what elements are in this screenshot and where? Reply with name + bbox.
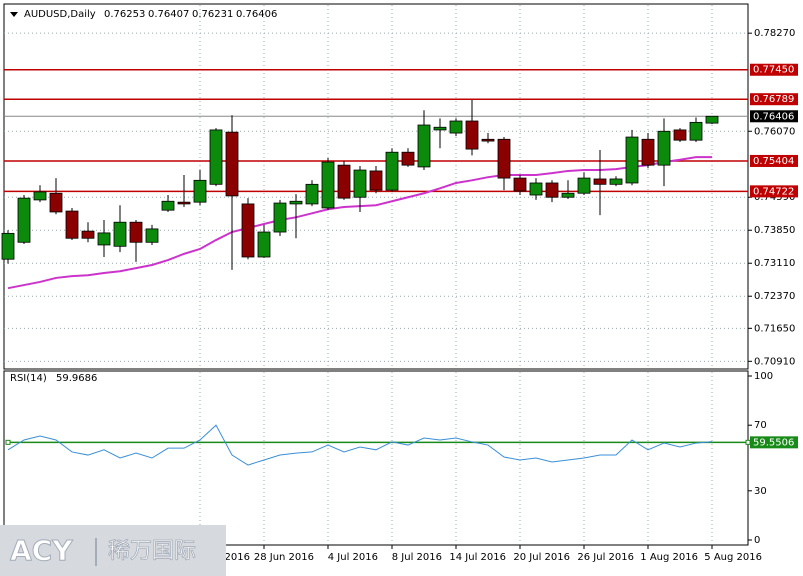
candle-body — [17, 197, 31, 243]
rsi-level-handle — [745, 439, 751, 445]
level-label-box — [750, 93, 798, 106]
candle-body — [481, 138, 495, 142]
candle-body — [529, 182, 543, 196]
rsi-value: 59.9686 — [56, 373, 97, 384]
rsi-level-box — [750, 436, 798, 449]
level-label: 0.77450 — [753, 65, 794, 76]
candle-body — [577, 177, 591, 194]
menu-arrow — [10, 12, 18, 17]
level-label: 0.74722 — [753, 186, 794, 197]
candle-body — [193, 179, 207, 203]
candle-body — [49, 192, 63, 213]
candle-body — [401, 151, 415, 166]
symbol-title: AUDUSD,Daily — [24, 9, 96, 20]
candle-body — [97, 232, 111, 246]
candle-body — [625, 136, 639, 184]
current-price-box — [750, 110, 798, 123]
y-tick-label: 100 — [754, 371, 773, 382]
candle-body — [465, 120, 479, 150]
header-low: 0.76231 — [192, 9, 233, 20]
candle-body — [593, 178, 607, 185]
header-high: 0.76407 — [148, 9, 189, 20]
y-tick-label: 0.73850 — [754, 225, 795, 236]
rsi-level-label: 59.5506 — [753, 437, 794, 448]
y-tick-label: 0.72370 — [754, 291, 795, 302]
y-tick-label: 30 — [754, 486, 767, 497]
candle-body — [113, 221, 127, 247]
candle-body — [145, 228, 159, 243]
rsi-line — [7, 424, 713, 466]
y-tick-label: 0.71650 — [754, 323, 795, 334]
candle-body — [673, 129, 687, 141]
candle-body — [129, 221, 143, 243]
watermark-bg — [0, 525, 226, 576]
y-tick-label: 70 — [754, 420, 767, 431]
main-panel — [3, 3, 749, 370]
x-tick-label: 4 Jul 2016 — [328, 552, 378, 563]
candle-body — [33, 191, 47, 201]
candle-body — [689, 121, 703, 141]
current-price-label: 0.76406 — [753, 111, 794, 122]
watermark-name: 稀万国际 — [108, 539, 196, 564]
x-tick-label: 5 Aug 2016 — [704, 552, 762, 563]
x-tick-label: 8 Jul 2016 — [392, 552, 442, 563]
level-label-box — [750, 185, 798, 198]
candle-body — [513, 177, 527, 192]
candle-body — [257, 231, 271, 258]
level-label-box — [750, 63, 798, 76]
candle-body — [433, 126, 447, 131]
rsi-label: RSI(14) — [10, 373, 47, 384]
rsi-panel — [3, 370, 749, 546]
watermark: ACY 稀万国际 — [0, 525, 226, 576]
candle-body — [353, 169, 367, 198]
y-tick-label: 0 — [754, 535, 760, 546]
y-tick-label: 0.76070 — [754, 126, 795, 137]
y-tick-label: 0.70910 — [754, 356, 795, 367]
x-tick-label: 26 Jul 2016 — [577, 552, 634, 563]
candle-body — [289, 200, 303, 205]
header-close: 0.76406 — [236, 9, 277, 20]
candle-body — [609, 178, 623, 185]
candle-body — [337, 164, 351, 199]
level-label: 0.75404 — [753, 156, 794, 167]
candle-body — [209, 129, 223, 185]
level-label: 0.76789 — [753, 94, 794, 105]
candle-body — [305, 183, 319, 205]
candle-body — [225, 131, 239, 197]
y-tick-label: 0.78270 — [754, 28, 795, 39]
candle-body — [657, 130, 671, 166]
candle-body — [449, 120, 463, 134]
level-label-box — [750, 154, 798, 167]
candle-body — [65, 210, 79, 239]
marks: 0.78270 0.76070 0.74590 0.73850 0.73110 0.723… — [1, 5, 798, 563]
y-tick-label: 0.74590 — [754, 192, 795, 203]
x-tick-label: 1 Aug 2016 — [640, 552, 698, 563]
x-tick-label: 28 Jun 2016 — [254, 552, 314, 563]
candle-body — [545, 182, 559, 198]
x-tick-label: 2016 — [225, 552, 250, 563]
candle-body — [241, 203, 255, 258]
candle-body — [705, 115, 719, 124]
candle-body — [273, 202, 287, 233]
candle-body — [177, 201, 191, 205]
x-tick-label: 14 Jul 2016 — [449, 552, 506, 563]
candle-body — [641, 138, 655, 166]
candle-body — [369, 170, 383, 191]
header-open: 0.76253 — [104, 9, 145, 20]
x-tick-label: 20 Jul 2016 — [513, 552, 570, 563]
y-tick-label: 0.73110 — [754, 258, 795, 269]
candle-body — [161, 200, 175, 211]
rsi-level-handle — [5, 439, 11, 445]
watermark-brand: ACY — [10, 534, 73, 567]
candle-body — [1, 232, 15, 260]
candle-body — [497, 138, 511, 179]
candle-body — [81, 230, 95, 239]
candle-body — [385, 151, 399, 191]
candle-body — [561, 192, 575, 198]
candle-body — [417, 124, 431, 168]
candle-body — [321, 161, 335, 209]
